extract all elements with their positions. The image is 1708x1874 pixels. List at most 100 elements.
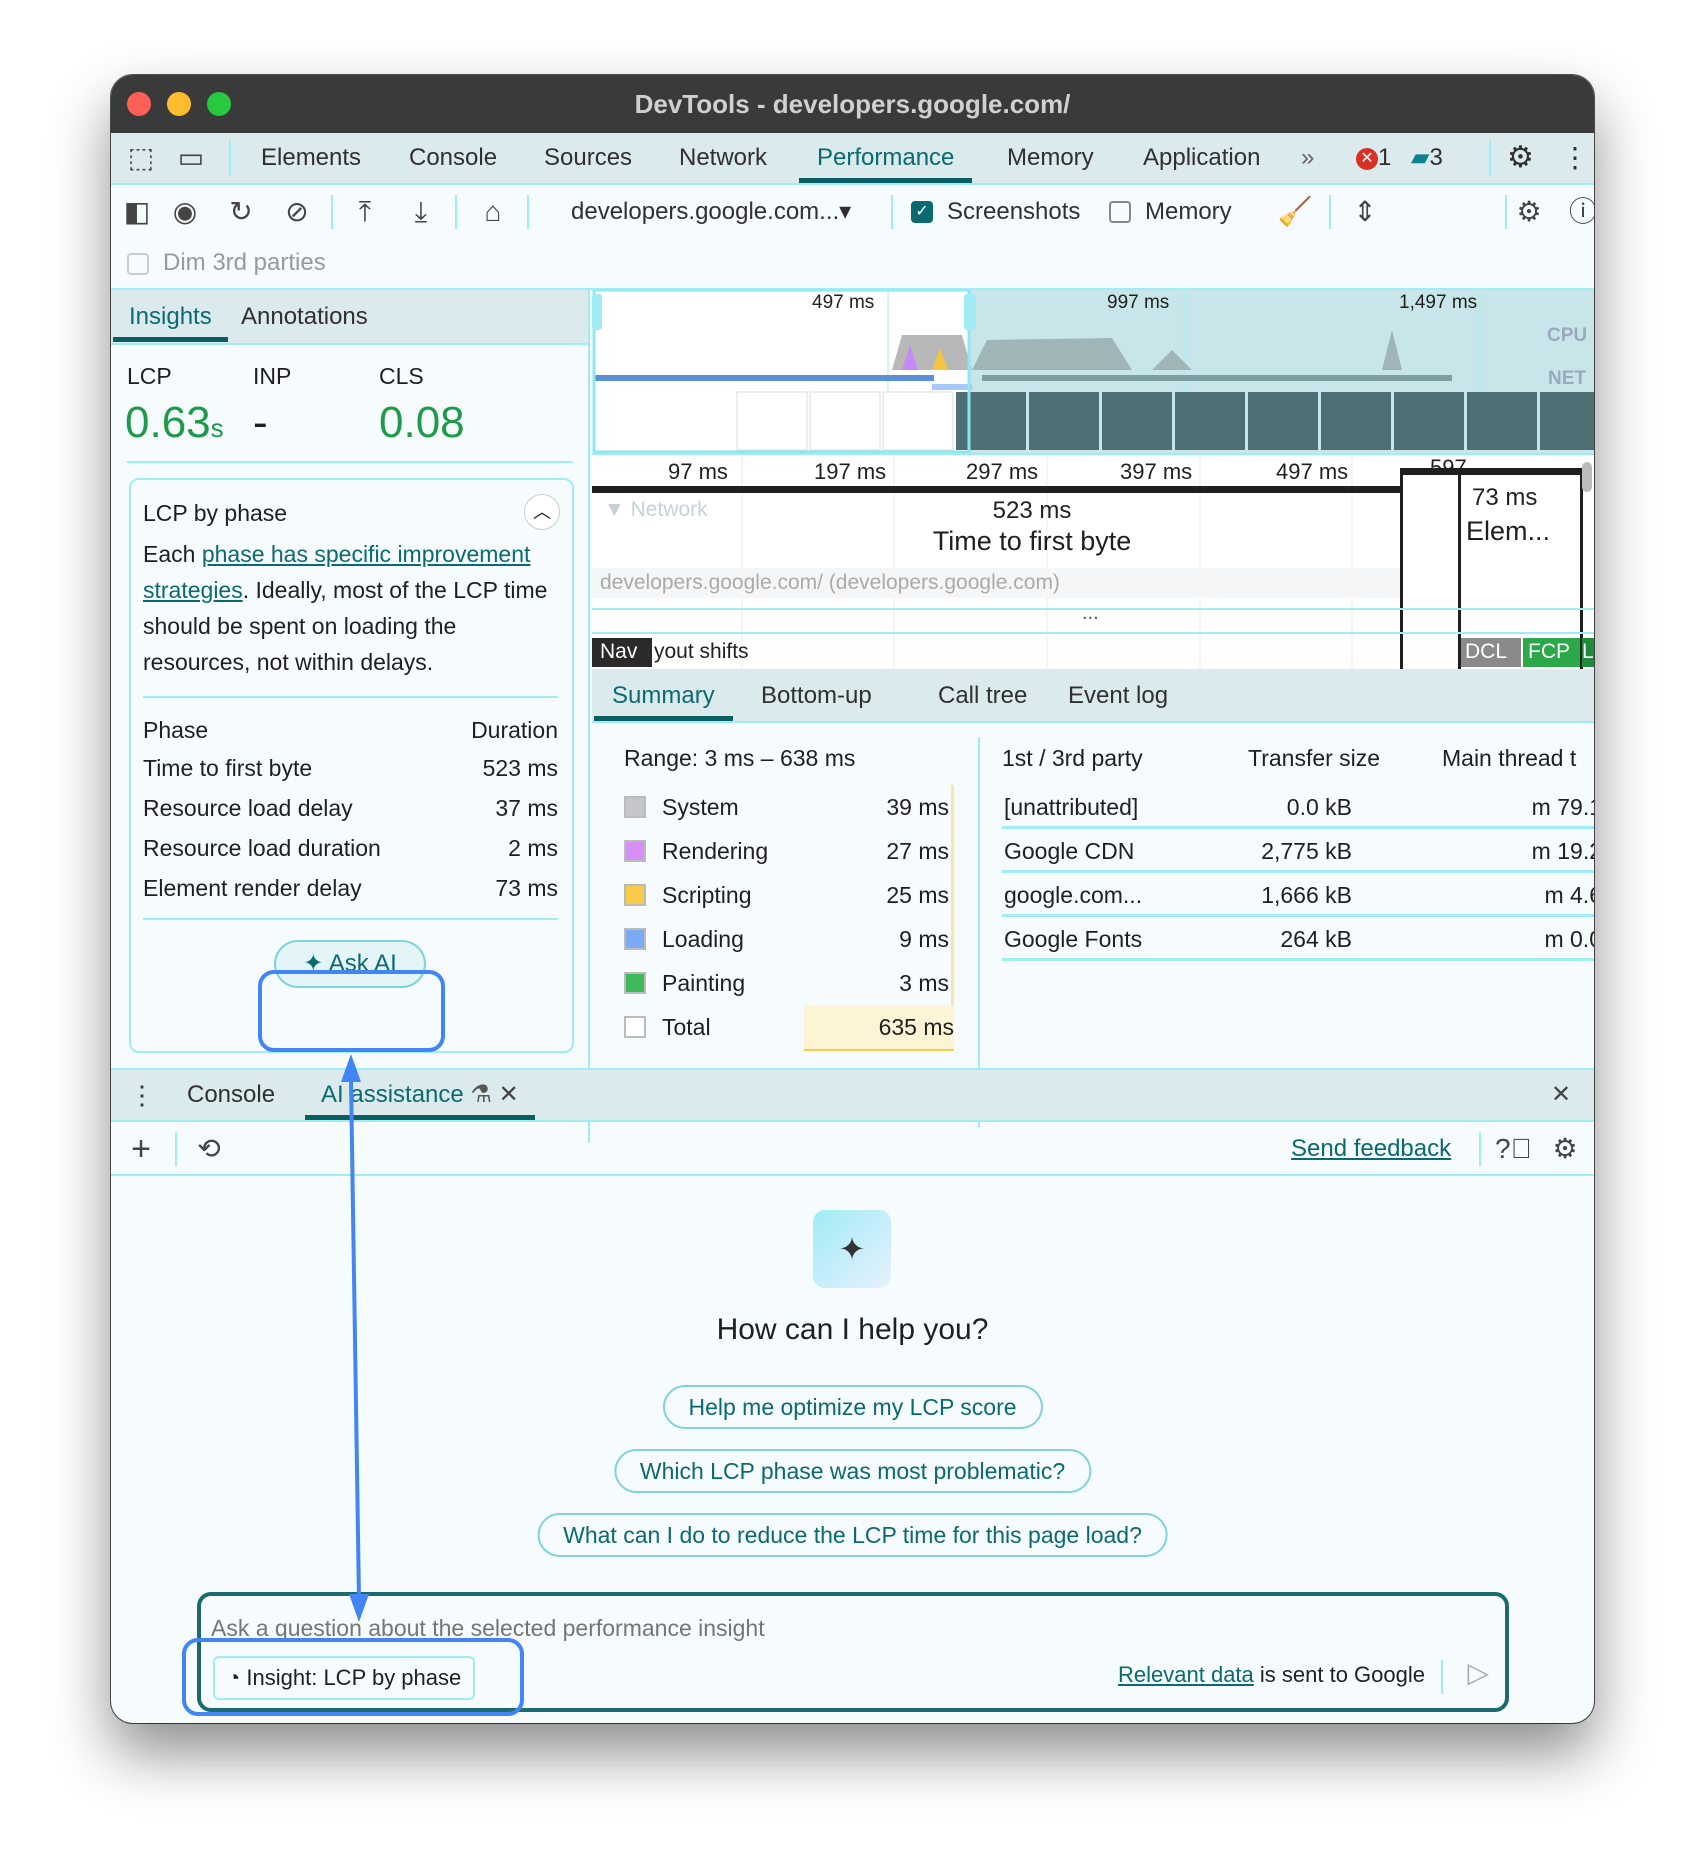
range-label: Range: 3 ms – 638 ms — [624, 745, 856, 771]
network-track-header[interactable]: ▼ Network — [604, 498, 708, 521]
screenshots-checkbox[interactable]: ✓ — [911, 201, 933, 223]
lcp-marker — [1582, 638, 1594, 667]
drawer-menu-icon[interactable]: ⋮ — [129, 1080, 155, 1110]
ttfb-duration: 523 ms — [992, 497, 1072, 524]
send-icon[interactable]: ▷ — [1467, 1657, 1489, 1688]
tab-application[interactable]: Application — [1143, 144, 1261, 171]
more-options-icon[interactable]: ⋮ — [1561, 142, 1589, 173]
tab-bottom-up[interactable]: Bottom-up — [761, 682, 872, 709]
error-count[interactable]: ✕ 1 — [1356, 133, 1391, 183]
table-row: Element render delay 73 ms — [143, 875, 558, 901]
ruler-tick: 597 — [1430, 455, 1467, 468]
category-name: Rendering — [662, 838, 769, 864]
history-icon[interactable]: ⟲ — [197, 1133, 221, 1164]
dcl-label: DCL — [1465, 640, 1508, 663]
record-icon[interactable]: ◉ — [172, 196, 198, 227]
collapse-tracks-icon[interactable]: ⇕ — [1353, 196, 1377, 227]
home-icon[interactable]: ⌂ — [484, 196, 502, 227]
collapse-chevron-icon[interactable]: ︿ — [524, 494, 560, 530]
category-row: Total 635 ms — [624, 1005, 954, 1051]
net-label: NET — [1548, 368, 1586, 389]
ruler-tick: 297 ms — [966, 459, 1039, 484]
dim-3rd-parties-checkbox[interactable] — [127, 253, 149, 275]
card-description: Each phase has specific improvement stra… — [143, 541, 548, 675]
ai-question-input[interactable] — [211, 1610, 1411, 1646]
message-count[interactable]: ▰3 — [1411, 144, 1443, 171]
collapsed-tracks-ellipsis[interactable]: ... — [1082, 602, 1099, 624]
suggestion-chip[interactable]: What can I do to reduce the LCP time for… — [537, 1513, 1168, 1557]
tab-memory[interactable]: Memory — [1007, 144, 1094, 171]
minimize-window-button[interactable] — [167, 92, 191, 116]
tab-sources[interactable]: Sources — [544, 144, 633, 171]
tab-console[interactable]: Console — [409, 144, 498, 171]
capture-settings-icon[interactable]: ⚙ — [1516, 196, 1542, 227]
drawer-tab-console[interactable]: Console — [187, 1081, 276, 1108]
ai-settings-gear-icon[interactable]: ⚙ — [1552, 1133, 1578, 1164]
reload-record-icon[interactable]: ↻ — [229, 196, 253, 227]
inspect-element-icon[interactable]: ⬚ — [127, 142, 155, 173]
tab-annotations[interactable]: Annotations — [241, 303, 368, 330]
more-tabs-icon[interactable]: » — [1301, 144, 1315, 171]
close-tab-icon[interactable]: ✕ — [498, 1081, 519, 1108]
category-name: Painting — [662, 970, 746, 996]
category-value: 39 ms — [886, 785, 954, 829]
category-name: Total — [662, 1014, 711, 1040]
toggle-sidebar-icon[interactable]: ◧ — [123, 196, 151, 227]
tab-elements[interactable]: Elements — [261, 144, 362, 171]
category-swatch — [624, 840, 646, 862]
experiment-flask-icon: ⚗ — [470, 1081, 492, 1108]
help-icon[interactable]: ⓘ — [1568, 196, 1594, 227]
clear-icon[interactable]: ⊘ — [285, 196, 309, 227]
category-swatch — [624, 884, 646, 906]
table-row[interactable]: [unattributed] 0.0 kB 79.1 m — [1002, 785, 1594, 829]
tab-call-tree[interactable]: Call tree — [938, 682, 1028, 709]
table-row[interactable]: Google Fonts 264 kB 0.0 m — [1002, 917, 1594, 961]
drawer-tabs: ⋮ Console AI assistance ⚗ ✕ ✕ — [111, 1068, 1594, 1122]
relevant-data-link[interactable]: Relevant data — [1118, 1662, 1254, 1687]
device-toolbar-icon[interactable]: ▭ — [177, 142, 205, 173]
ai-toolbar: + ⟲ Send feedback ?⃝ ⚙ — [111, 1122, 1594, 1176]
download-icon[interactable]: ⤓ — [414, 196, 428, 227]
help-icon[interactable]: ?⃝ — [1495, 1133, 1532, 1164]
nav-marker — [592, 638, 652, 667]
memory-label: Memory — [1145, 198, 1232, 225]
close-drawer-icon[interactable]: ✕ — [1551, 1081, 1572, 1108]
send-feedback-link[interactable]: Send feedback — [1291, 1135, 1452, 1162]
tab-event-log[interactable]: Event log — [1068, 682, 1169, 709]
screenshots-label: Screenshots — [947, 198, 1081, 225]
main-tab-bar: ⬚ ▭ Elements Console Sources Network Per… — [111, 133, 1594, 185]
tab-network[interactable]: Network — [679, 144, 768, 171]
table-row[interactable]: Google CDN 2,775 kB 19.2 m — [1002, 829, 1594, 873]
tab-performance[interactable]: Performance — [799, 133, 973, 183]
settings-gear-icon[interactable]: ⚙ — [1507, 141, 1534, 174]
tab-summary[interactable]: Summary — [594, 671, 733, 721]
new-chat-icon[interactable]: + — [131, 1130, 151, 1168]
ask-ai-button[interactable]: ✦ Ask AI — [274, 940, 426, 988]
tab-insights[interactable]: Insights — [113, 292, 228, 342]
improvement-strategies-link[interactable]: phase has specific improvement strategie… — [143, 541, 531, 603]
garbage-collect-icon[interactable]: 🧹 — [1277, 196, 1313, 227]
timeline-graphics — [592, 290, 1594, 669]
ttfb-bar — [592, 486, 1400, 493]
net-bar — [594, 375, 934, 381]
dim-3rd-parties-row: Dim 3rd parties — [111, 239, 1594, 290]
recording-select[interactable]: developers.google.com...▾ — [571, 198, 852, 225]
category-swatch — [624, 928, 646, 950]
category-name: Loading — [662, 926, 744, 952]
layout-shifts-track[interactable]: yout shifts — [654, 640, 749, 663]
suggestion-chip[interactable]: Which LCP phase was most problematic? — [613, 1449, 1092, 1493]
insight-context-chip[interactable]: ◔ Insight: LCP by phase — [213, 1656, 476, 1700]
drawer-tab-ai-assistance[interactable]: AI assistance ⚗ ✕ — [305, 1070, 535, 1120]
category-row: Rendering 27 ms — [624, 829, 954, 873]
insights-sidebar: Insights Annotations LCP INP CLS 0.63s -… — [111, 290, 590, 1143]
ruler-tick: 497 ms — [1276, 459, 1349, 484]
suggestion-chip[interactable]: Help me optimize my LCP score — [662, 1385, 1043, 1429]
maximize-window-button[interactable] — [207, 92, 231, 116]
error-icon: ✕ — [1356, 147, 1378, 170]
memory-checkbox[interactable] — [1109, 201, 1131, 223]
network-request[interactable]: developers.google.com/ (developers.googl… — [600, 571, 1060, 594]
category-value: 3 ms — [899, 961, 954, 1005]
table-row[interactable]: google.com... 1,666 kB 4.6 m — [1002, 873, 1594, 917]
close-window-button[interactable] — [127, 92, 151, 116]
upload-icon[interactable]: ⤒ — [358, 196, 372, 227]
